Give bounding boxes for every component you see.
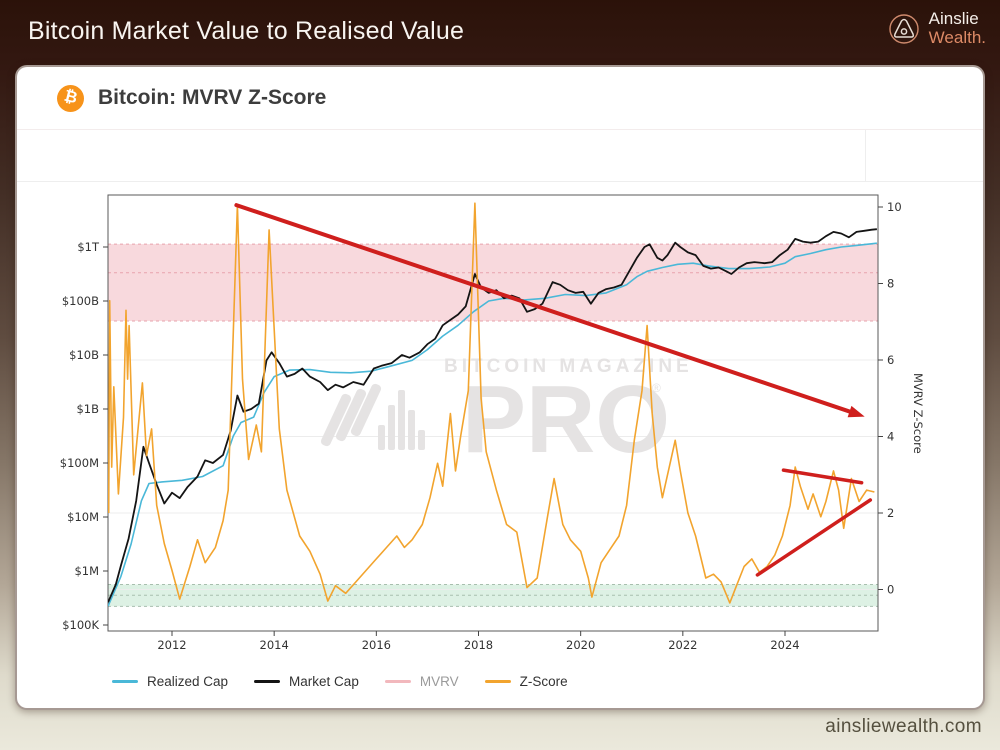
legend-item-mvrv[interactable]: MVRV — [384, 674, 459, 689]
legend-label: Realized Cap — [147, 674, 229, 689]
left-tick-label: $100K — [62, 618, 99, 632]
trend-annotations — [234, 203, 873, 577]
x-tick-label: 2012 — [157, 638, 186, 652]
brand-suffix: Wealth. — [928, 27, 986, 47]
ainslie-logo-icon — [888, 13, 919, 44]
series-realized-cap[interactable] — [108, 242, 877, 607]
plot-border — [107, 194, 879, 632]
wedge-bottom-line — [755, 498, 873, 577]
right-tick-label: 4 — [887, 430, 894, 444]
legend-item-z-score[interactable]: Z-Score — [484, 674, 568, 689]
wedge-top-line — [781, 468, 864, 485]
brand-name: Ainslie — [928, 9, 979, 28]
data-series — [108, 202, 877, 607]
right-tick-label: 8 — [887, 277, 894, 291]
left-tick-label: $10M — [67, 510, 99, 524]
legend-swatch — [254, 680, 281, 683]
bitcoin-icon: ₿ — [57, 84, 84, 112]
left-tick-label: $10B — [69, 348, 99, 362]
right-tick-label: 2 — [887, 506, 894, 520]
watermark-text: BITCOIN MAGAZINE — [444, 356, 693, 377]
right-tick-label: 10 — [887, 200, 902, 214]
ainslie-wealth-logo: Ainslie Wealth. — [887, 9, 986, 47]
watermark-pro-text: PRO — [462, 366, 670, 473]
website-link[interactable]: ainsliewealth.com — [825, 716, 982, 737]
chart-title: Bitcoin: MVRV Z-Score — [98, 86, 327, 109]
watermark-candle — [408, 410, 415, 450]
legend-item-market-cap[interactable]: Market Cap — [254, 674, 359, 689]
threshold-bands — [108, 243, 878, 607]
chart-card-header: ₿ Bitcoin: MVRV Z-Score — [17, 67, 983, 130]
legend-swatch — [112, 680, 138, 683]
right-axis-title: MVRV Z-Score — [911, 373, 925, 454]
legend-label: MVRV — [419, 674, 459, 689]
registered-mark: ® — [652, 381, 661, 395]
right-tick-label: 6 — [887, 353, 894, 367]
watermark-candle — [418, 430, 425, 450]
series-market-cap[interactable] — [108, 228, 877, 603]
left-tick-label: $100M — [60, 456, 99, 470]
axes: $1T$100B$10B$1B$100M$10M$1M$100K10864202… — [60, 200, 925, 652]
watermark-candle — [378, 425, 385, 450]
watermark-logo-bar — [320, 393, 352, 447]
banner-title: Bitcoin Market Value to Realised Value — [28, 17, 465, 45]
x-tick-label: 2016 — [362, 638, 391, 652]
downtrend-arrow-head — [847, 405, 865, 418]
watermark-candle — [398, 390, 405, 450]
chart-toolbar — [17, 130, 983, 182]
left-tick-label: $100B — [62, 294, 99, 308]
x-tick-label: 2018 — [464, 638, 493, 652]
watermark-candle — [388, 405, 395, 450]
watermark-logo-bar — [350, 383, 382, 437]
x-tick-label: 2020 — [566, 638, 595, 652]
left-tick-label: $1M — [74, 564, 99, 578]
legend-swatch — [384, 680, 411, 683]
legend-label: Market Cap — [289, 674, 359, 689]
watermark-logo-bar — [335, 388, 367, 442]
overvalued-band — [108, 244, 878, 321]
legend-item-realized-cap[interactable]: Realized Cap — [112, 674, 228, 689]
legend-label: Z-Score — [519, 674, 568, 689]
gridlines — [108, 359, 878, 590]
top-banner: Bitcoin Market Value to Realised Value A… — [0, 0, 1000, 65]
toolbar-divider — [865, 130, 866, 182]
right-tick-label: 0 — [887, 583, 894, 597]
series-z-score[interactable] — [108, 202, 875, 604]
left-tick-label: $1B — [76, 402, 99, 416]
chart-legend: Realized Cap Market Cap MVRV Z-Score — [112, 674, 568, 689]
x-tick-label: 2014 — [260, 638, 289, 652]
x-tick-label: 2022 — [668, 638, 697, 652]
left-tick-label: $1T — [77, 240, 100, 254]
downtrend-arrow — [234, 203, 858, 416]
x-tick-label: 2024 — [770, 638, 799, 652]
legend-swatch — [484, 680, 511, 683]
